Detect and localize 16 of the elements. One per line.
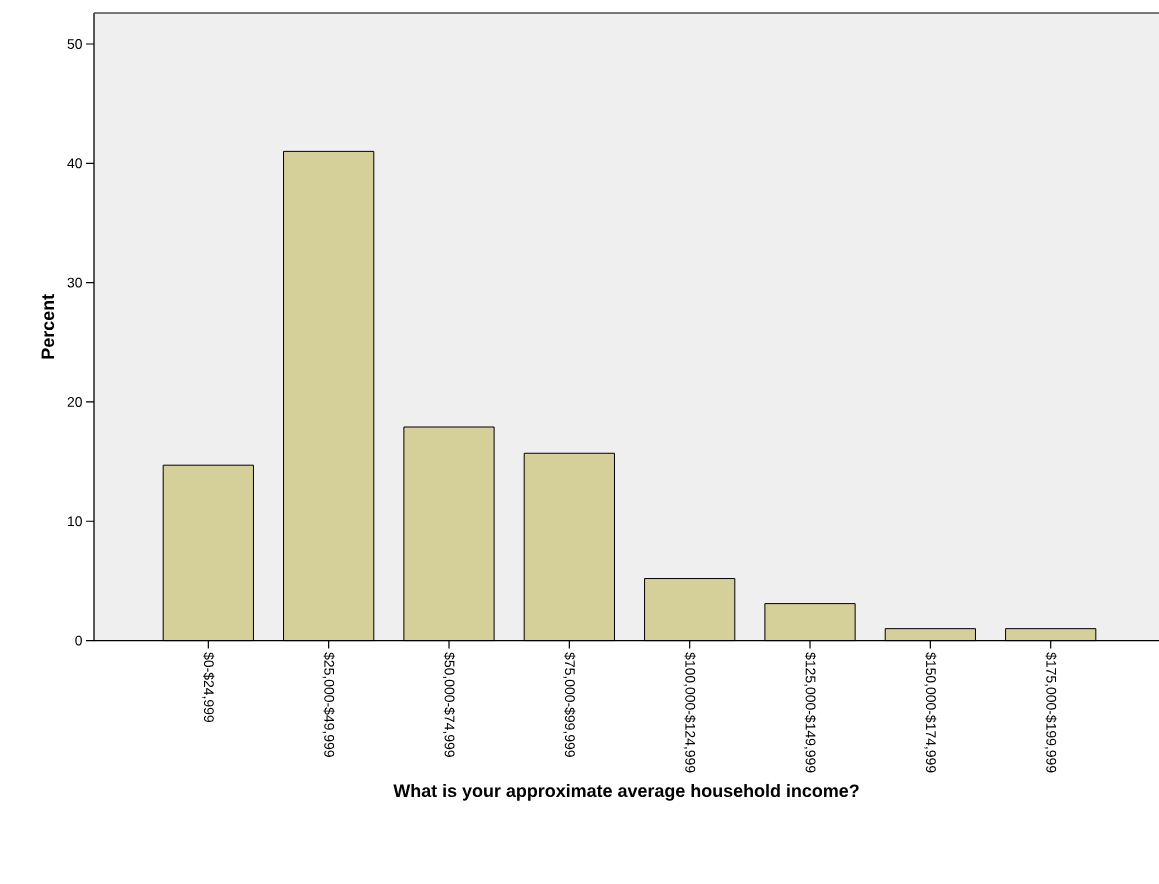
x-tick-label: $0-$24,999 (202, 652, 215, 723)
x-tick-label: $125,000-$149,999 (803, 652, 817, 773)
y-tick-label: 50 (67, 39, 82, 49)
y-tick-label: 0 (75, 635, 82, 646)
x-tick-label: $175,000-$199,999 (1044, 652, 1057, 773)
x-tick-label: $75,000-$99,999 (563, 652, 576, 757)
x-tick-label: $25,000-$49,999 (322, 652, 335, 757)
x-tick-label: $150,000-$174,999 (924, 652, 937, 773)
y-tick-label: 10 (68, 516, 82, 527)
y-tick-label: 40 (67, 158, 82, 169)
y-tick-label: 20 (67, 397, 82, 407)
x-axis-title: What is your approximate average household income? (393, 783, 859, 801)
x-tick-label: $100,000-$124,999 (683, 652, 696, 773)
x-tick-label: $50,000-$74,999 (442, 652, 456, 757)
y-axis-title: Percent (41, 294, 55, 359)
y-tick-label: 30 (67, 277, 82, 288)
